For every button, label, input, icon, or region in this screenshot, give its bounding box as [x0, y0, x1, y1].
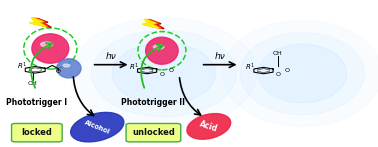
Ellipse shape [112, 43, 215, 104]
Ellipse shape [91, 30, 236, 117]
Polygon shape [147, 20, 163, 29]
Ellipse shape [57, 59, 81, 78]
Text: locked: locked [22, 128, 53, 137]
Ellipse shape [240, 32, 364, 115]
Ellipse shape [153, 45, 164, 49]
Text: O: O [285, 68, 290, 73]
Polygon shape [145, 19, 161, 28]
Ellipse shape [71, 112, 124, 142]
Text: Alcohol: Alcohol [84, 119, 111, 135]
Polygon shape [30, 18, 46, 27]
Polygon shape [35, 18, 51, 27]
Ellipse shape [32, 34, 69, 63]
Ellipse shape [258, 44, 347, 103]
Text: hν: hν [215, 52, 226, 61]
Text: O: O [160, 72, 164, 77]
Text: Acid: Acid [198, 119, 219, 134]
Text: O: O [169, 68, 174, 73]
Text: $R^1$: $R^1$ [245, 62, 255, 73]
Text: O: O [56, 69, 61, 74]
Text: $R^1$: $R^1$ [129, 62, 139, 73]
Ellipse shape [71, 18, 257, 129]
Polygon shape [32, 18, 48, 27]
FancyBboxPatch shape [12, 123, 62, 142]
Text: O: O [276, 72, 281, 77]
Polygon shape [143, 19, 160, 28]
Ellipse shape [146, 37, 178, 64]
Ellipse shape [63, 64, 70, 67]
Text: Phototrigger I: Phototrigger I [6, 98, 67, 107]
Text: $R^1$: $R^1$ [17, 61, 27, 72]
FancyBboxPatch shape [126, 123, 181, 142]
Ellipse shape [187, 114, 231, 139]
Text: unlocked: unlocked [132, 128, 175, 137]
Polygon shape [143, 19, 158, 28]
Polygon shape [148, 20, 164, 29]
Text: OH: OH [28, 81, 38, 86]
Polygon shape [34, 18, 50, 27]
Text: Phototrigger II: Phototrigger II [121, 98, 185, 107]
Ellipse shape [41, 42, 53, 47]
Text: hν: hν [106, 52, 117, 61]
Polygon shape [29, 18, 45, 27]
Ellipse shape [223, 21, 378, 126]
Text: OH: OH [273, 51, 282, 56]
